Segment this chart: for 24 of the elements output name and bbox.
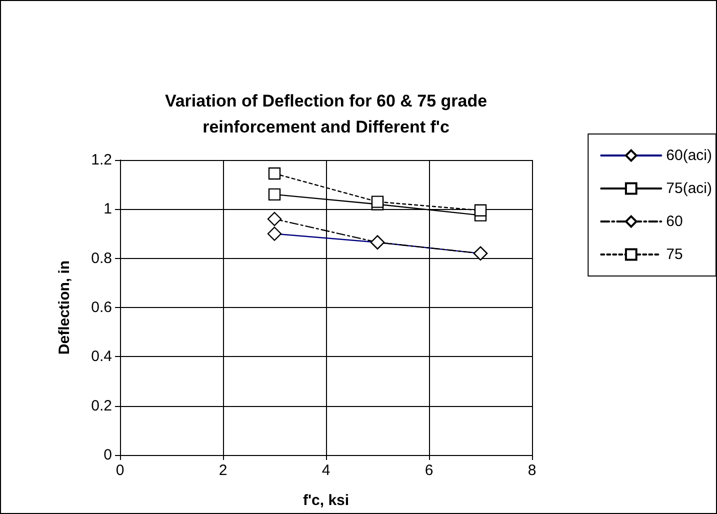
y-tick-label: 0.2 [91,397,112,414]
x-tick-label: 2 [218,462,228,479]
y-tick-label: 0.6 [91,299,112,316]
point [268,188,281,201]
y-tick-label: 0.4 [91,348,112,366]
chart-title: Variation of Deflection for 60 & 75 grade reinforcement and Different f'c [164,92,488,136]
x-axis-title: f'c, ksi [302,492,350,509]
y-tick-label: 0.8 [91,250,112,267]
point [267,212,282,226]
x-tick-label: 4 [322,462,330,479]
point [268,167,281,180]
y-axis-title: Deflection, in [56,260,73,355]
y-tick-label: 1 [104,200,112,218]
legend-label: 60 [666,213,683,230]
point [371,196,384,208]
point [474,204,487,216]
x-tick-label: 8 [528,462,536,479]
y-tick-label: 1.2 [91,152,112,168]
y-tick-label: 0 [104,446,112,464]
legend-label: 60(aci) [666,147,712,164]
x-tick-label: 0 [116,462,124,479]
legend-label: 75(aci) [666,180,712,197]
x-tick-label: 6 [424,462,434,479]
legend-label: 75 [666,246,683,263]
